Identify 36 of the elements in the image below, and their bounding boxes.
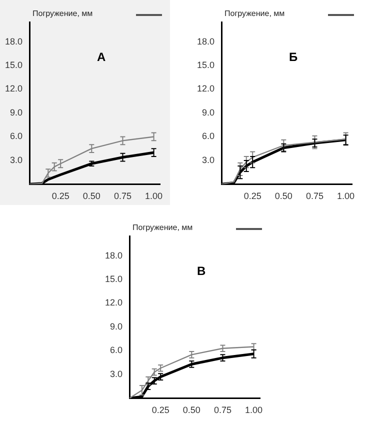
y-tick-label: 18.0 <box>4 36 23 46</box>
x-tick-label: 0.50 <box>274 191 292 202</box>
y-tick-label: 6.0 <box>110 345 123 356</box>
text: А <box>96 50 106 64</box>
x-tick-label: 1.00 <box>337 191 355 202</box>
y-tick-label: 18.0 <box>196 36 215 46</box>
x-tick-label: 0.25 <box>244 191 262 202</box>
x-tick-label: 0.25 <box>52 191 70 202</box>
y-tick-label: 18.0 <box>104 250 123 260</box>
y-tick-label: 3.0 <box>110 368 123 379</box>
y-axis-title: Погружение, мм <box>132 223 193 232</box>
y-tick-label: 3.0 <box>10 154 23 165</box>
x-tick-label: 0.50 <box>182 405 200 416</box>
y-tick-label: 6.0 <box>202 131 215 142</box>
x-tick-label: 0.75 <box>214 405 232 416</box>
x-tick-label: 0.50 <box>82 191 100 202</box>
y-tick-label: 15.0 <box>104 274 123 284</box>
y-tick-label: 12.0 <box>104 298 123 308</box>
x-tick-label: 1.00 <box>145 191 163 202</box>
x-tick-label: 1.00 <box>245 405 263 416</box>
x-tick-label: 0.75 <box>114 191 132 202</box>
y-tick-label: 12.0 <box>196 84 215 94</box>
x-tick-label: 0.75 <box>306 191 324 202</box>
y-axis-title: Погружение, мм <box>224 9 285 18</box>
y-tick-label: 6.0 <box>10 131 23 142</box>
y-tick-label: 15.0 <box>4 60 23 70</box>
text: В <box>196 264 206 278</box>
y-tick-label: 9.0 <box>202 107 215 118</box>
y-axis-title: Погружение, мм <box>32 9 93 18</box>
y-tick-label: 15.0 <box>196 60 215 70</box>
text: Б <box>288 50 298 64</box>
y-tick-label: 3.0 <box>202 154 215 165</box>
y-tick-label: 12.0 <box>4 84 23 94</box>
y-tick-label: 9.0 <box>10 107 23 118</box>
y-tick-label: 9.0 <box>110 321 123 332</box>
x-tick-label: 0.25 <box>152 405 170 416</box>
